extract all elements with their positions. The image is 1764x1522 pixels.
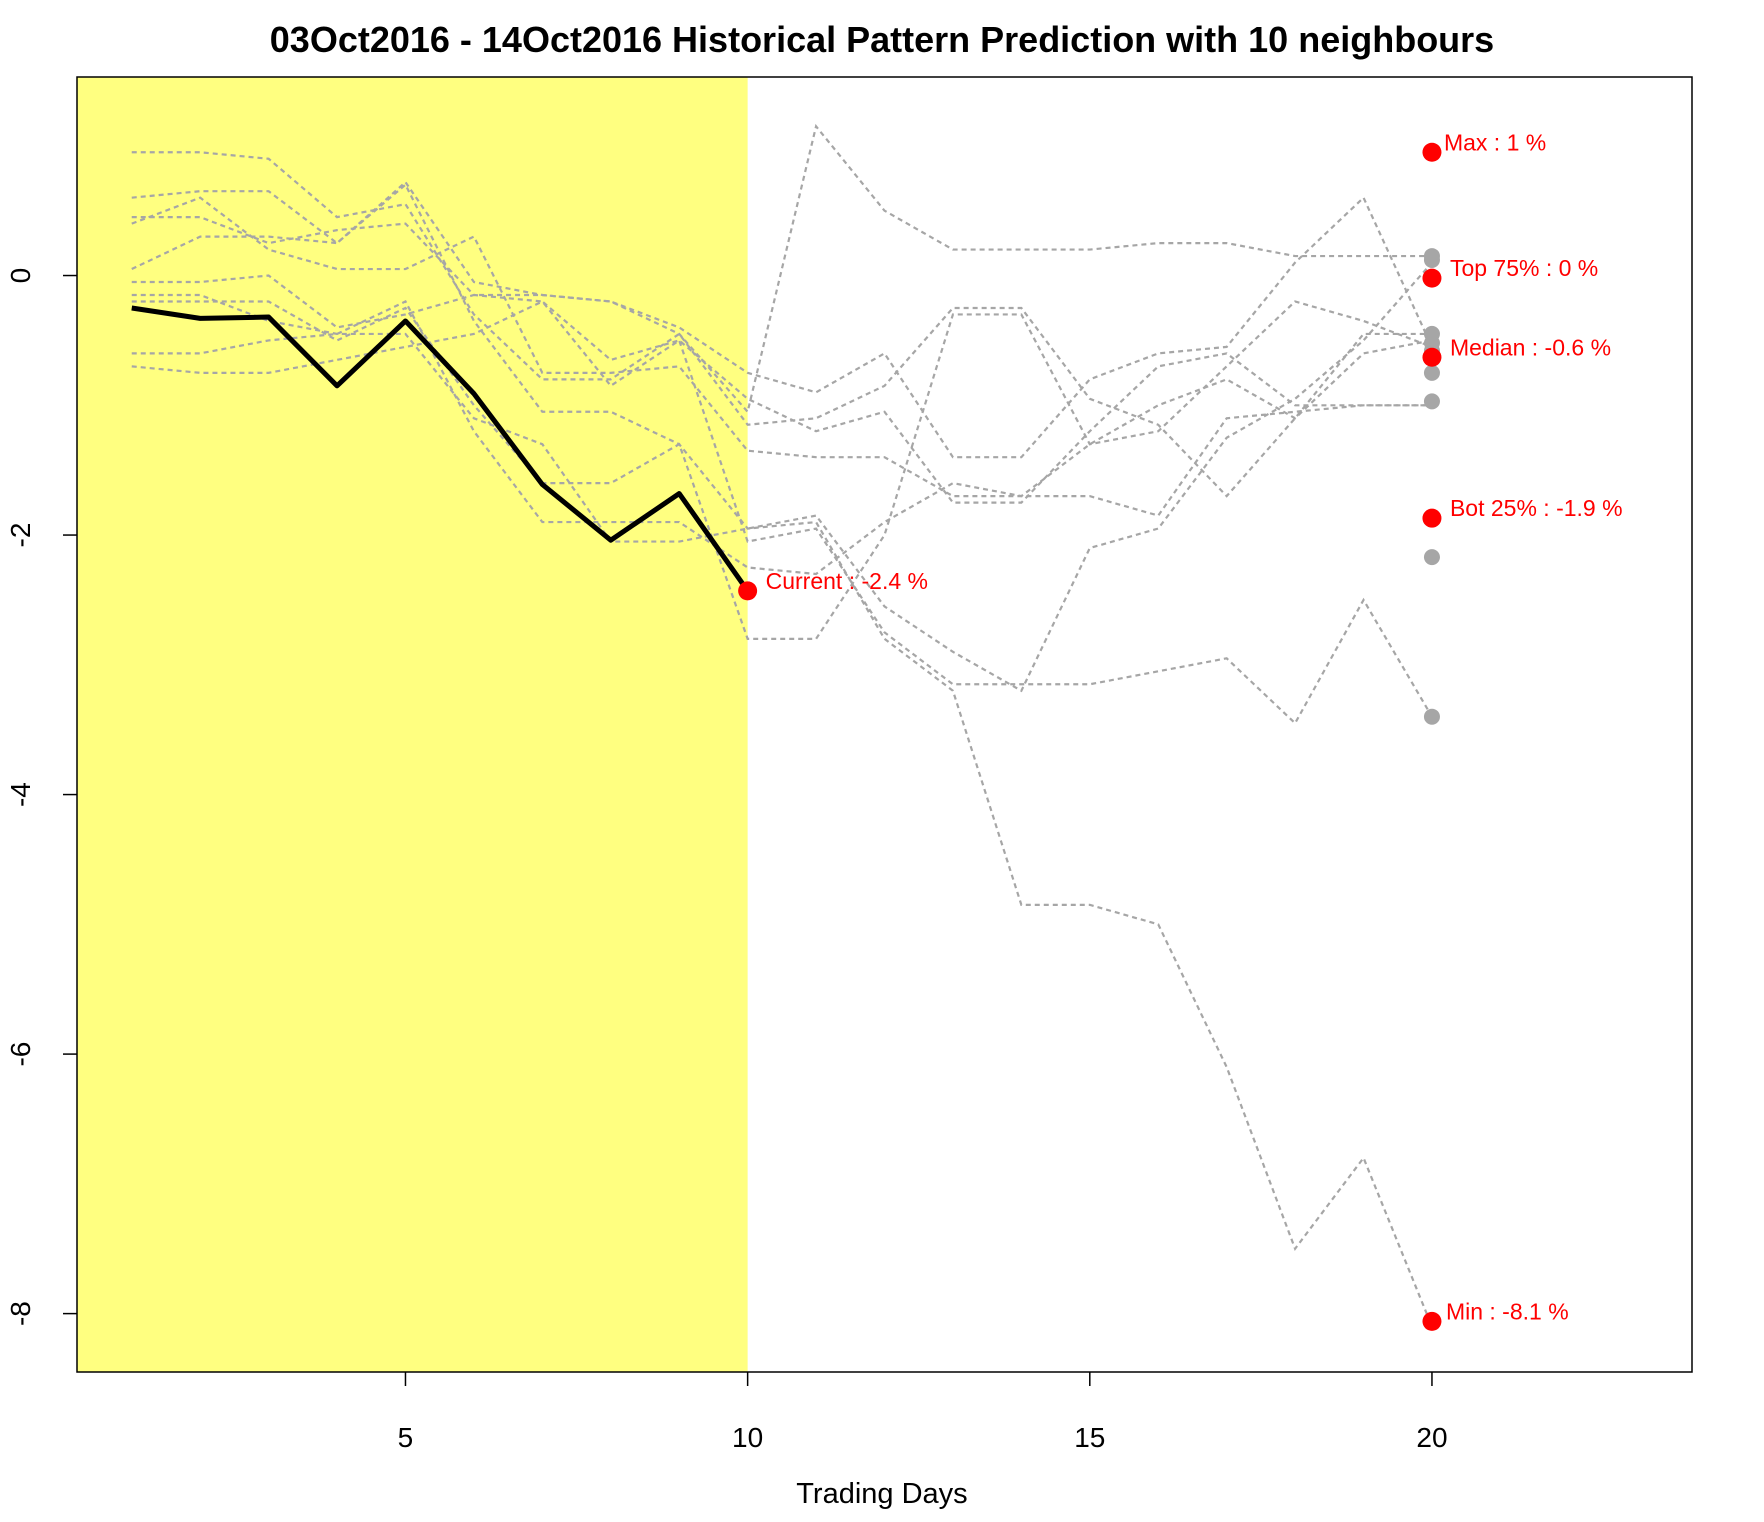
endpoint-group	[1423, 248, 1440, 725]
neighbour-line-3	[131, 216, 1433, 725]
endpoint-dot-7	[1423, 393, 1440, 410]
y-tick-label-1: -8	[5, 1301, 36, 1326]
x-axis: 5 10 15 20	[398, 1372, 1448, 1453]
neighbour-line-1	[131, 151, 1432, 498]
y-tick-label-2: -6	[5, 1042, 36, 1067]
neighbour-line-10	[131, 261, 1433, 693]
neighbour-line-6	[131, 300, 1433, 640]
current-line	[131, 305, 750, 593]
x-tick-label-4: 20	[1416, 1422, 1447, 1453]
plot-frame	[76, 76, 1693, 1373]
annotation-label-5: Min : -8.1 %	[1446, 1298, 1569, 1324]
neighbour-line-9	[131, 123, 1432, 415]
endpoint-dot-2	[1423, 251, 1440, 268]
annotation-label-4: Bot 25% : -1.9 %	[1450, 495, 1623, 521]
annotation-label-2: Top 75% : 0 %	[1450, 255, 1598, 281]
y-tick-label-3: -4	[5, 782, 36, 807]
annotation-group: Max : 1 % Top 75% : 0 % Median : -0.6 % Bot…	[738, 129, 1623, 1331]
neighbour-line-4	[131, 182, 1433, 1327]
y-tick-label-4: -2	[5, 523, 36, 548]
annotation-dot-3	[1422, 347, 1442, 367]
endpoint-dot-8	[1423, 549, 1440, 566]
chart-title: 03Oct2016 - 14Oct2016 Historical Pattern…	[270, 19, 1494, 60]
x-tick-label-1: 5	[398, 1422, 414, 1453]
x-tick-label-3: 15	[1074, 1422, 1105, 1453]
current-series-group	[131, 305, 750, 593]
annotation-dot-5	[1422, 1311, 1442, 1331]
neighbour-series-group	[131, 123, 1433, 1327]
annotation-dot-1	[1422, 142, 1442, 162]
annotation-dot-2	[1422, 268, 1442, 288]
y-axis: -8 -6 -4 -2 0	[5, 268, 77, 1326]
endpoint-dot-9	[1423, 708, 1440, 725]
x-tick-label-2: 10	[732, 1422, 763, 1453]
neighbour-line-8	[131, 300, 1432, 504]
annotation-label-1: Max : 1 %	[1444, 129, 1546, 155]
annotation-dot-6	[738, 581, 758, 601]
neighbour-line-7	[131, 300, 1433, 576]
highlight-region	[77, 77, 748, 1372]
x-axis-label: Trading Days	[796, 1478, 967, 1510]
endpoint-dot-6	[1423, 364, 1440, 381]
annotation-label-6: Current : -2.4 %	[766, 568, 928, 594]
annotation-dot-4	[1422, 508, 1442, 528]
annotation-label-3: Median : -0.6 %	[1450, 334, 1611, 360]
y-tick-label-5: 0	[5, 268, 36, 284]
